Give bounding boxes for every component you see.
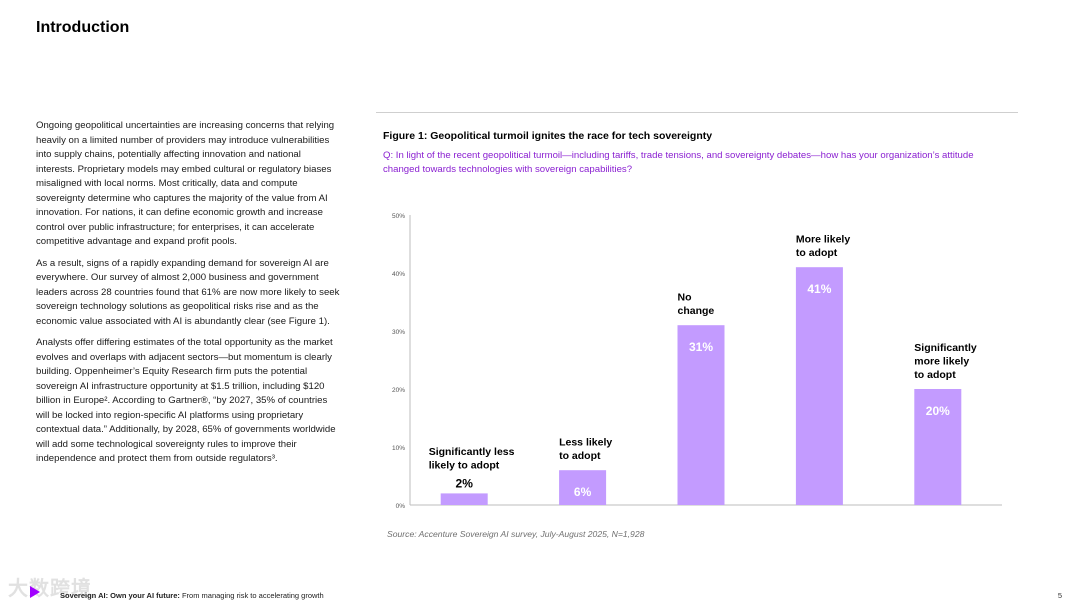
- y-tick-label: 40%: [392, 271, 405, 278]
- category-label: Significantly more likely to adopt: [914, 342, 977, 381]
- y-tick-label: 30%: [392, 329, 405, 336]
- category-label-line: More likely: [796, 234, 850, 246]
- category-label-line: Significantly: [914, 342, 977, 354]
- category-label-line: Less likely: [559, 437, 612, 449]
- figure-title: Figure 1: Geopolitical turmoil ignites t…: [383, 130, 713, 142]
- figure-question: Q: In light of the recent geopolitical t…: [383, 150, 974, 175]
- y-tick-label: 20%: [392, 387, 405, 394]
- bar: [677, 325, 725, 505]
- figure-divider: [376, 112, 1018, 113]
- data-label: 6%: [574, 485, 592, 499]
- category-label: Significantly less likely to adopt: [429, 446, 515, 472]
- page-number: 5: [1057, 591, 1062, 600]
- category-label-line: more likely: [914, 356, 969, 368]
- category-label: Less likely to adopt: [559, 437, 612, 463]
- data-label: 41%: [807, 282, 831, 296]
- bar: [914, 389, 962, 505]
- category-label-line: to adopt: [796, 247, 838, 259]
- bar-chart: 0% 10% 20% 30% 40% 50% 2% Significantly less lik…: [392, 213, 1002, 510]
- paragraph-3: Analysts offer differing estimates of th…: [36, 337, 336, 464]
- category-label-line: to adopt: [914, 369, 956, 381]
- category-label-line: No: [678, 292, 692, 304]
- bar: [440, 493, 488, 505]
- figure-source: Source: Accenture Sovereign AI survey, J…: [387, 529, 645, 539]
- y-tick-label: 10%: [392, 445, 405, 452]
- category-label: No change: [678, 292, 715, 318]
- footer-title: Sovereign AI: Own your AI future:: [60, 591, 180, 600]
- paragraph-1: Ongoing geopolitical uncertainties are i…: [36, 120, 335, 247]
- paragraph-2: As a result, signs of a rapidly expandin…: [36, 257, 340, 327]
- data-label: 2%: [456, 476, 474, 490]
- accenture-logo-icon: [30, 586, 40, 598]
- watermark: 大数跨境: [8, 578, 92, 600]
- y-tick-label: 0%: [396, 503, 406, 510]
- y-tick-label: 50%: [392, 213, 405, 220]
- category-label: More likely to adopt: [796, 234, 850, 260]
- body-text: Ongoing geopolitical uncertainties are i…: [36, 119, 340, 474]
- category-label-line: change: [678, 305, 715, 317]
- data-label: 20%: [926, 404, 950, 418]
- footer-subtitle: From managing risk to accelerating growt…: [179, 591, 324, 600]
- category-label-line: Significantly less: [429, 446, 515, 458]
- category-label-line: to adopt: [559, 450, 601, 462]
- footer: Sovereign AI: Own your AI future: From m…: [60, 591, 324, 600]
- page-title: Introduction: [36, 19, 130, 36]
- bar: [559, 470, 607, 505]
- data-label: 31%: [689, 340, 713, 354]
- bar: [795, 267, 843, 505]
- category-label-line: likely to adopt: [429, 459, 500, 471]
